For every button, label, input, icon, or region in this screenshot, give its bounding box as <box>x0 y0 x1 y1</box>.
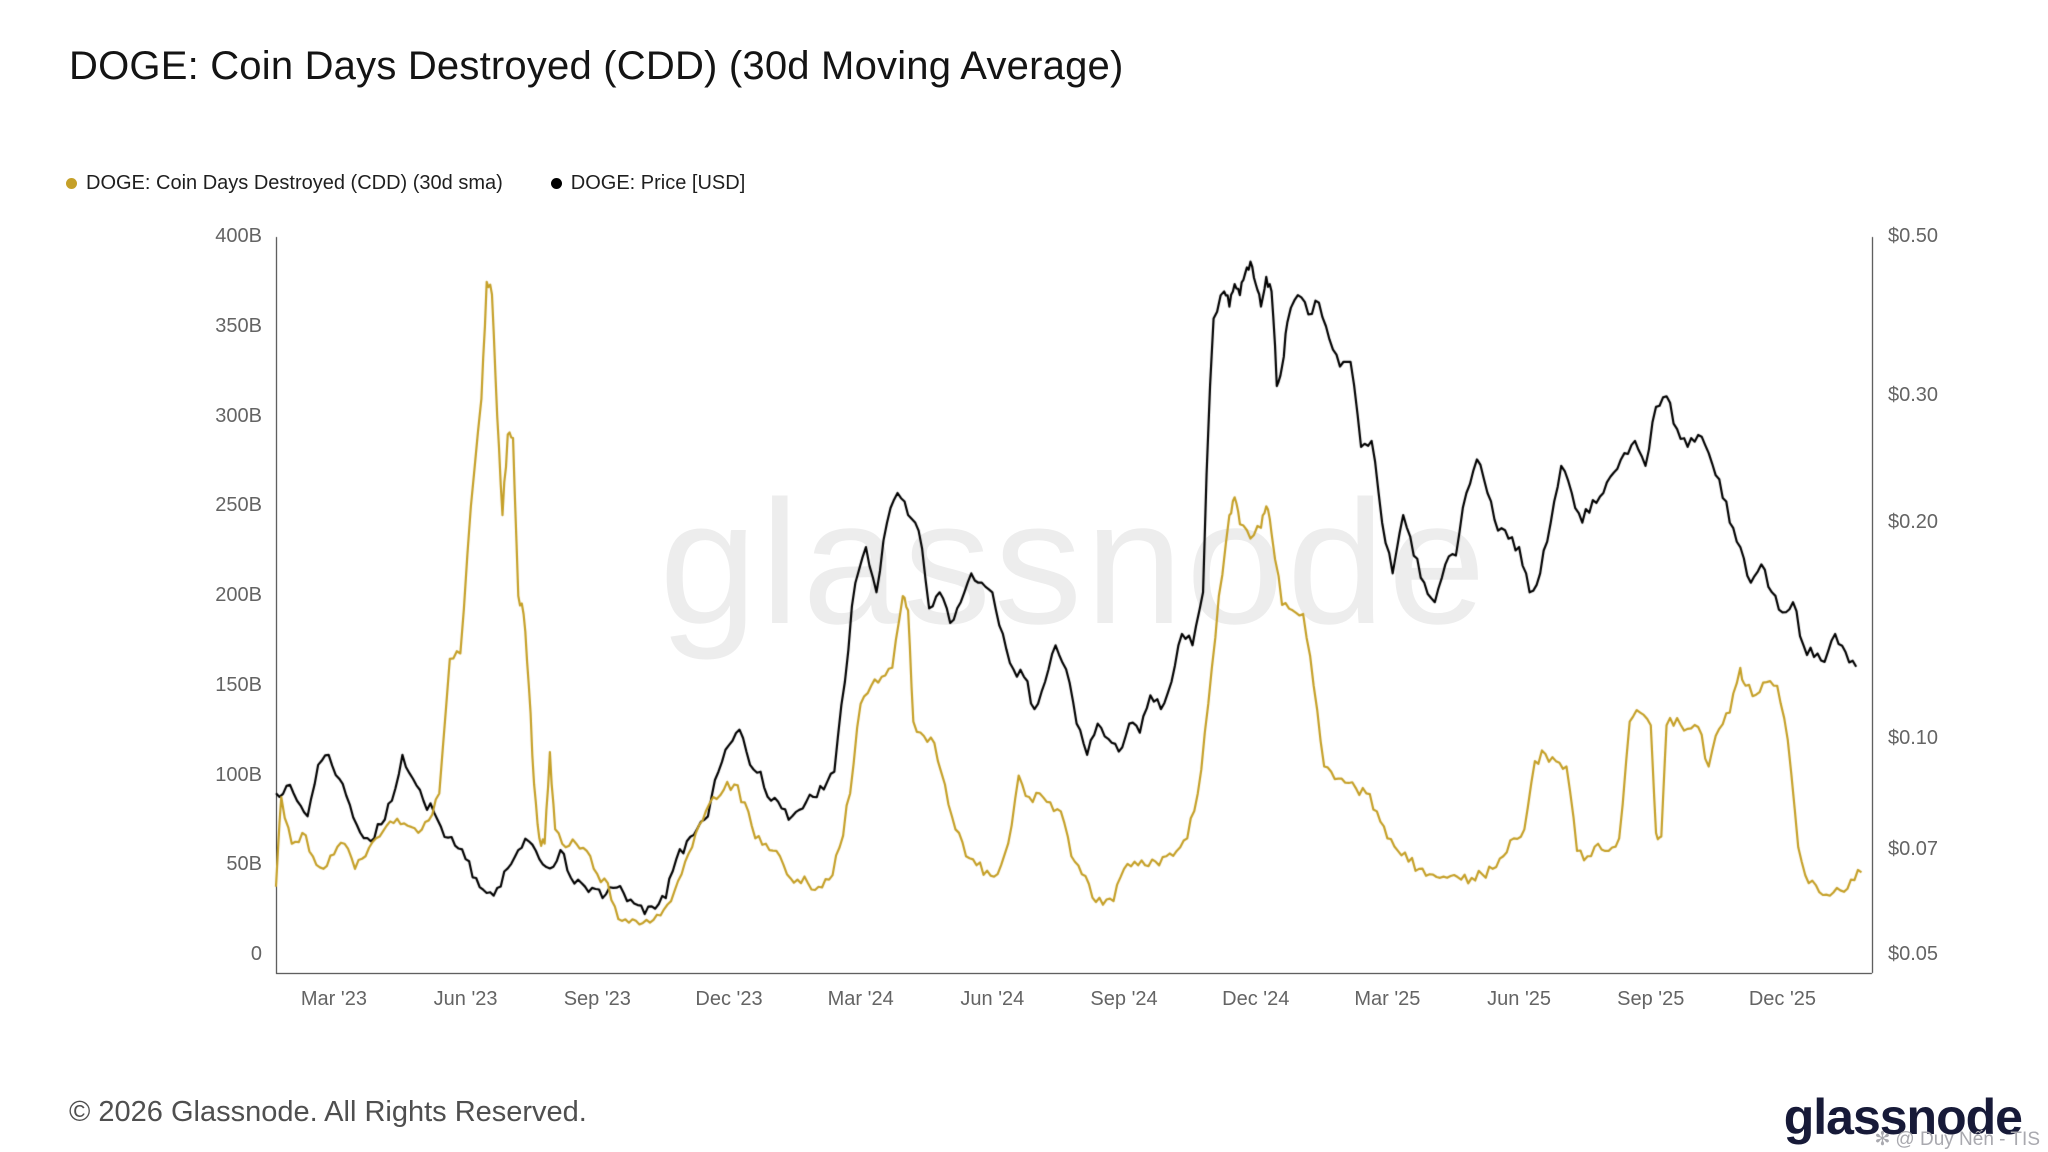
chart-canvas[interactable] <box>0 0 2048 1080</box>
chart-area: glassnode 050B100B150B200B250B300B350B40… <box>0 0 2048 1080</box>
price-series-label: DOGE: Price [USD] <box>570 172 746 194</box>
copyright-text: © 2026 Glassnode. All Rights Reserved. <box>69 1096 587 1128</box>
legend: DOGE: Coin Days Destroyed (CDD) (30d sma… <box>66 172 745 195</box>
cdd-series-label: DOGE: Coin Days Destroyed (CDD) (30d sma… <box>86 172 503 194</box>
price-series-swatch <box>550 178 562 189</box>
attribution-icon: ✻ <box>1874 1129 1891 1150</box>
page-title: DOGE: Coin Days Destroyed (CDD) (30d Mov… <box>69 44 1124 88</box>
legend-item-cdd[interactable]: DOGE: Coin Days Destroyed (CDD) (30d sma… <box>66 172 503 195</box>
attribution-text: @ Duy Nến - TIS <box>1895 1128 2040 1150</box>
cdd-series-swatch <box>66 178 77 189</box>
attribution: ✻ @ Duy Nến - TIS <box>1874 1128 2040 1151</box>
glassnode-logo[interactable]: glassnode <box>1783 1089 2023 1145</box>
legend-item-price[interactable]: DOGE: Price [USD] <box>550 172 746 195</box>
